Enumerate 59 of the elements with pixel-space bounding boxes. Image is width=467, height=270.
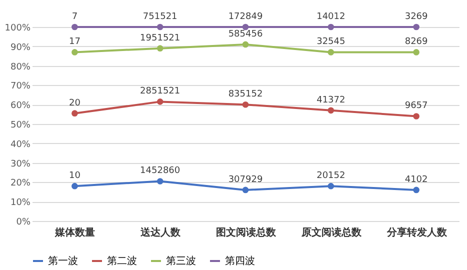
point	[242, 41, 249, 48]
annotation: 20152	[316, 171, 346, 182]
point	[328, 49, 334, 56]
x-tick-label: 图文阅读总数	[216, 226, 277, 238]
point	[156, 24, 164, 30]
x-tick-label: 原文阅读总数	[300, 226, 362, 238]
legend-label: 第三波	[166, 255, 196, 267]
annotation: 751521	[142, 12, 178, 22]
point	[413, 113, 420, 120]
x-tick-label: 媒体数量	[54, 226, 96, 238]
y-tick-label: 40%	[10, 140, 31, 150]
annotation: 4102	[404, 174, 428, 185]
point	[242, 186, 249, 194]
annotation: 10	[68, 171, 81, 182]
y-tick-label: 100%	[4, 24, 31, 34]
y-tick-label: 60%	[10, 101, 31, 112]
annotation: 7	[72, 12, 78, 22]
x-tick-label: 送达人数	[140, 226, 182, 238]
annotation: 9657	[404, 101, 428, 112]
point	[328, 107, 334, 114]
annotation: 1452860	[140, 166, 180, 176]
y-tick-label: 70%	[10, 82, 31, 92]
annotation: 2851521	[140, 86, 180, 97]
point	[413, 49, 420, 56]
annotation: 14012	[316, 12, 346, 22]
legend-label: 第四波	[225, 255, 255, 267]
y-tick-label: 80%	[10, 62, 31, 72]
annotation: 3269	[404, 12, 428, 22]
point	[156, 178, 164, 184]
x-tick-label: 分享转发人数	[386, 226, 448, 238]
annotation: 20	[68, 98, 81, 108]
annotation: 307929	[228, 174, 263, 185]
y-tick-label: 30%	[10, 159, 31, 170]
point	[413, 24, 420, 30]
y-tick-label: 90%	[10, 42, 31, 53]
annotation: 585456	[228, 29, 263, 40]
annotation: 8269	[404, 37, 428, 48]
annotation: 172849	[228, 12, 263, 22]
point	[72, 110, 78, 116]
point	[156, 98, 164, 105]
point	[328, 24, 334, 30]
annotation: 41372	[316, 95, 346, 106]
y-tick-label: 50%	[10, 120, 31, 130]
point	[72, 182, 78, 190]
point	[413, 186, 420, 194]
point	[72, 49, 78, 56]
point	[156, 45, 164, 52]
y-tick-label: 20%	[10, 178, 31, 189]
annotation: 835152	[228, 90, 263, 100]
point	[328, 182, 334, 190]
annotation: 1951521	[140, 33, 180, 44]
y-tick-label: 10%	[10, 198, 31, 208]
legend-label: 第二波	[107, 255, 137, 267]
annotation: 32545	[316, 37, 346, 48]
point	[72, 24, 78, 30]
legend-label: 第一波	[48, 255, 78, 267]
y-tick-label: 0%	[16, 218, 31, 228]
point	[242, 101, 249, 108]
annotation: 17	[68, 37, 80, 48]
